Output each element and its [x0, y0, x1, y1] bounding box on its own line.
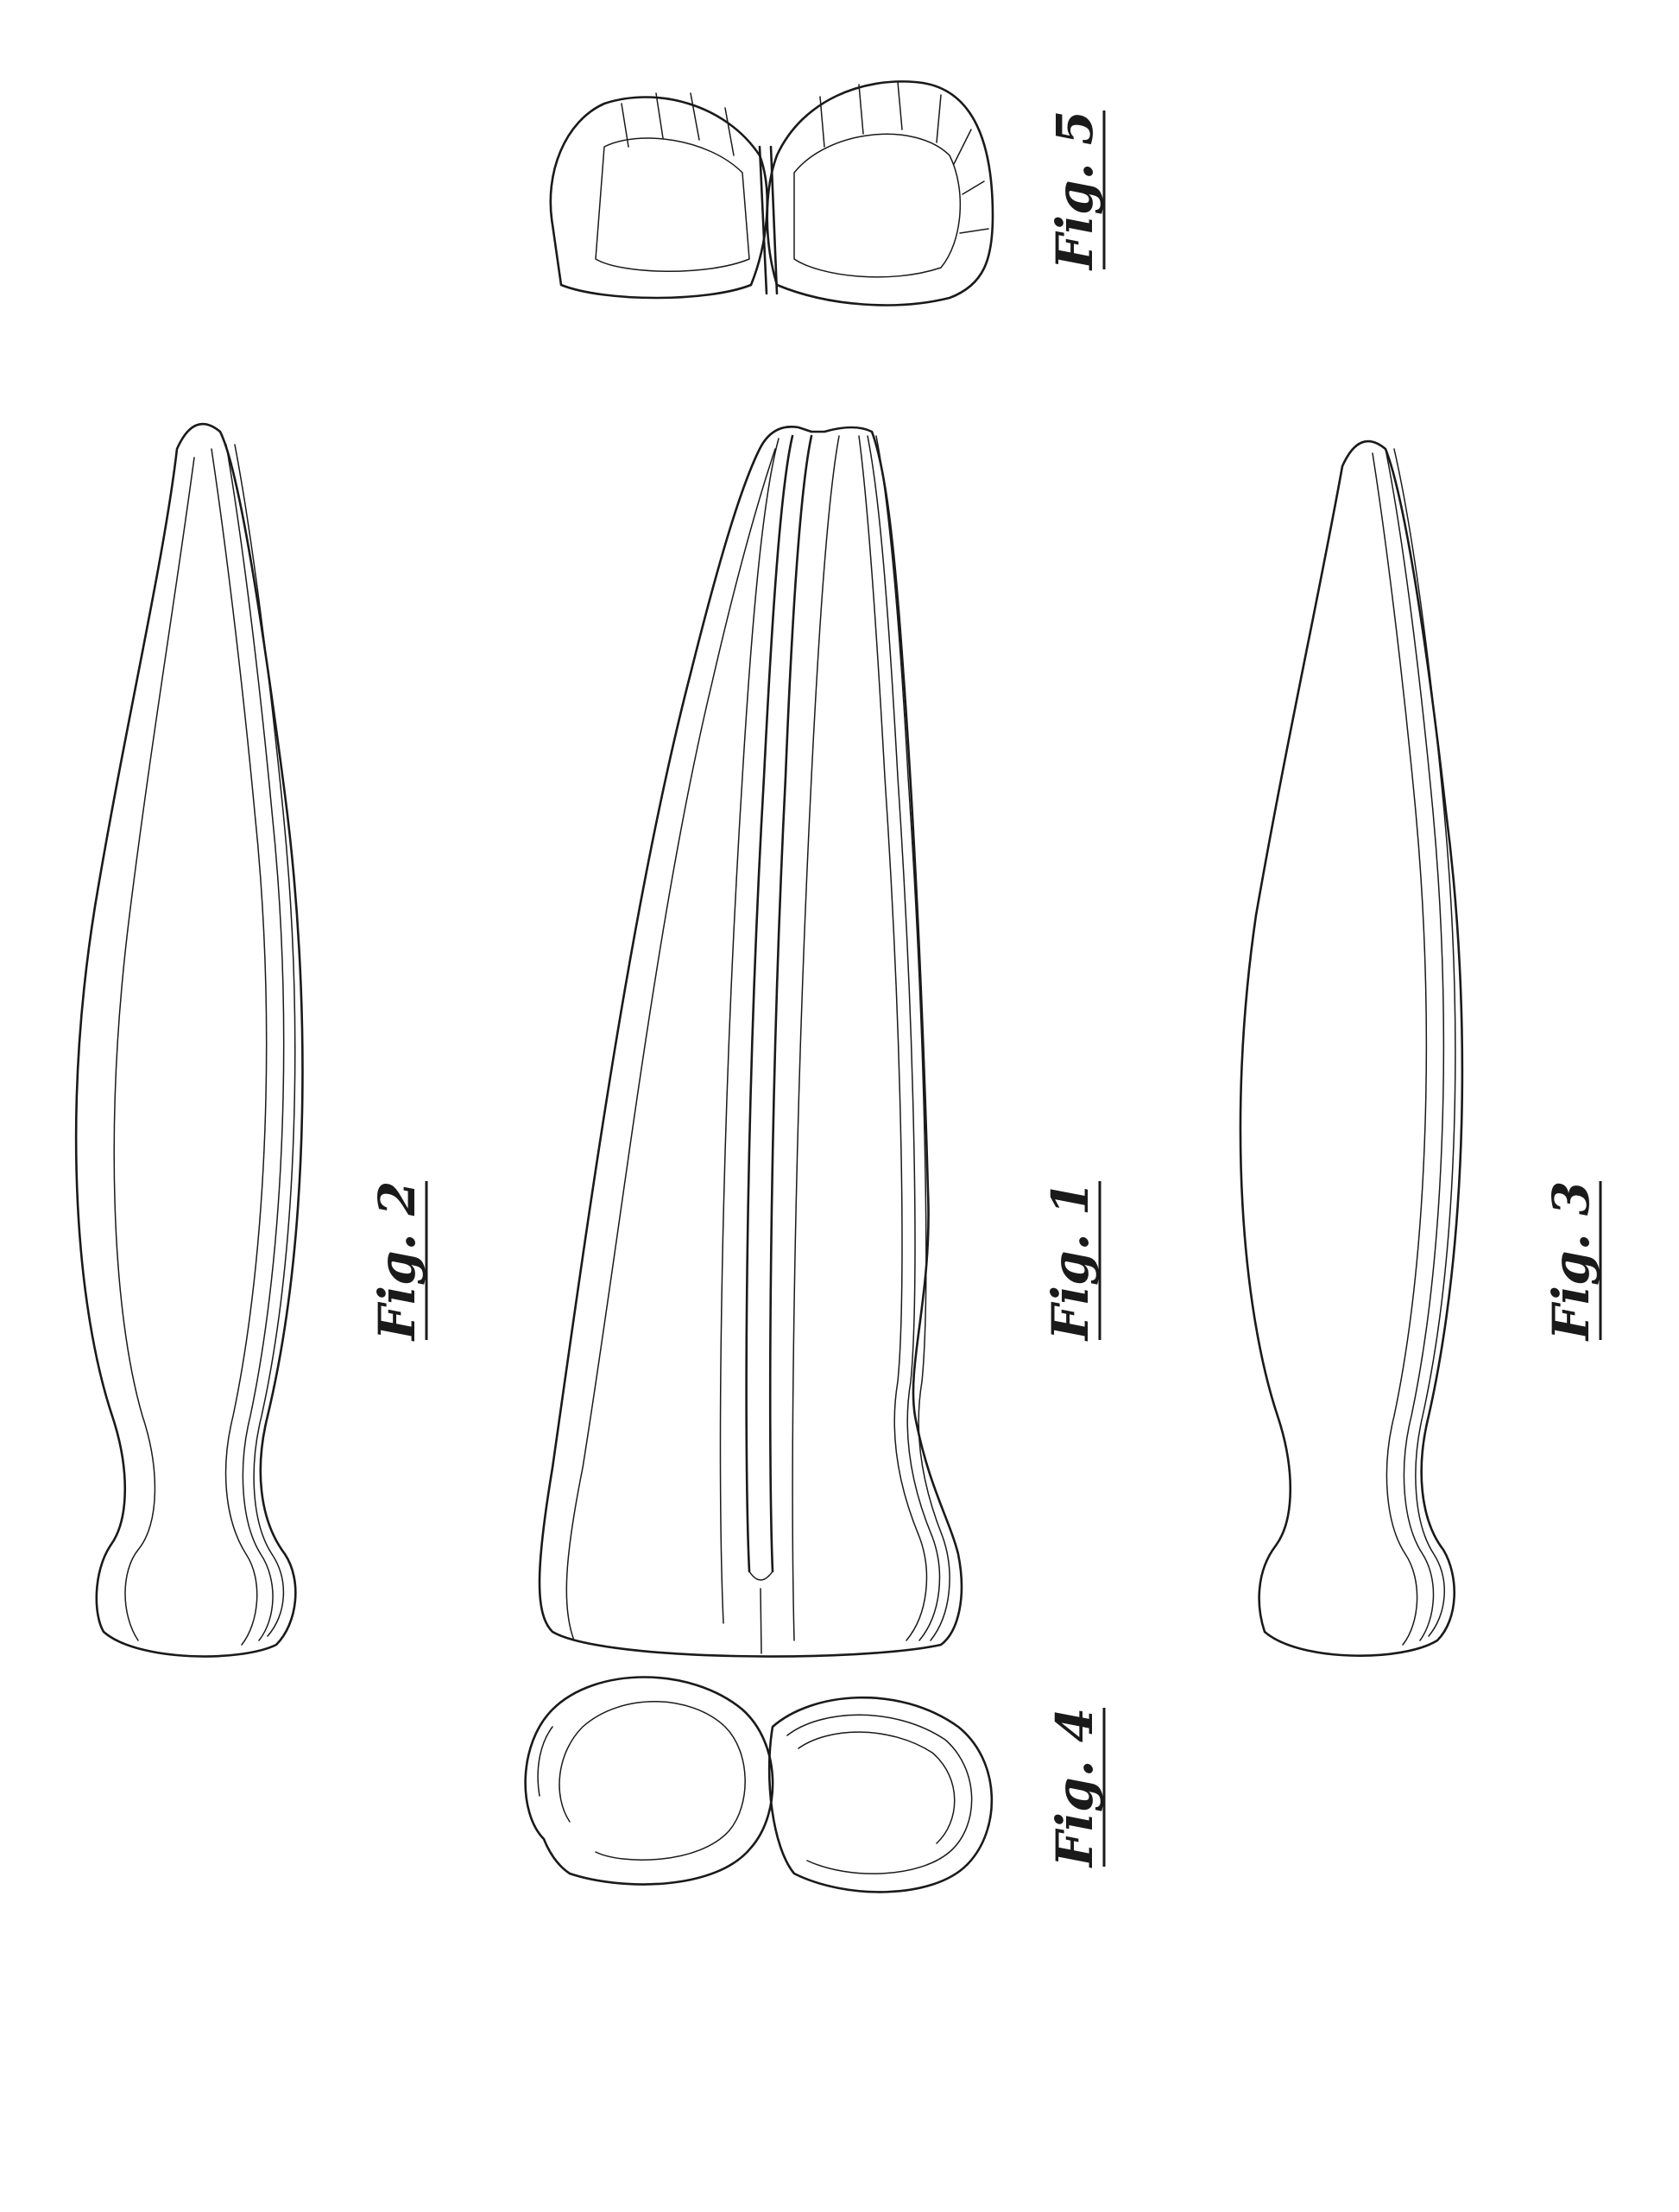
- fig4-label: Fig. 4: [1045, 1708, 1104, 1869]
- fig5-label: Fig. 5: [1045, 111, 1104, 272]
- fig2-label-group: Fig. 2: [368, 1181, 426, 1343]
- fig3-drawing: [1240, 441, 1462, 1656]
- fig5-label-group: Fig. 5: [1045, 111, 1104, 272]
- fig1-label-group: Fig. 1: [1041, 1181, 1100, 1343]
- fig5-drawing: [551, 81, 993, 305]
- fig3-label: Fig. 3: [1542, 1181, 1600, 1343]
- fig4-label-group: Fig. 4: [1045, 1708, 1104, 1869]
- fig3-label-group: Fig. 3: [1542, 1181, 1600, 1343]
- fig4-drawing: [526, 1678, 992, 1893]
- fig2-drawing: [76, 424, 302, 1656]
- fig1-drawing: [540, 427, 962, 1656]
- fig2-label: Fig. 2: [368, 1181, 426, 1343]
- fig1-label: Fig. 1: [1041, 1181, 1100, 1343]
